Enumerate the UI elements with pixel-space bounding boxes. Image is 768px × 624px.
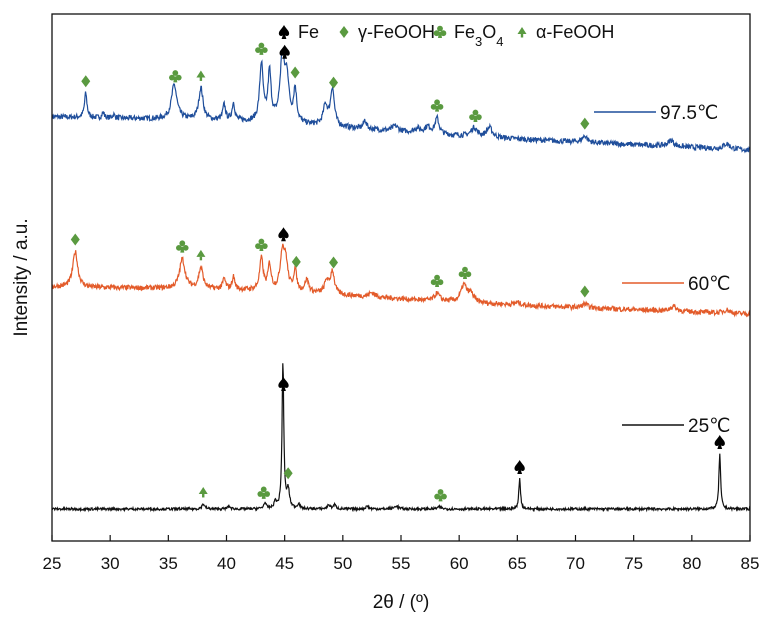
spade-peak-marker [714,434,725,449]
series-layer [51,48,751,513]
series-label: 60℃ [688,274,730,295]
x-tick-label: 60 [450,554,469,573]
series-line [51,48,751,154]
club-peak-marker [175,240,189,253]
spade-peak-marker [278,376,289,391]
legend: Fe γ-FeOOH Fe3O4 α-FeOOH [278,22,614,49]
legend-spade-icon [278,25,290,39]
x-tick-label: 55 [392,554,411,573]
x-tick-label: 80 [682,554,701,573]
club-peak-marker [430,99,444,112]
diamond-peak-marker [291,255,301,268]
legend-triangle-icon [517,27,527,38]
club-peak-marker [469,109,482,122]
club-peak-marker [430,274,444,287]
series-line [51,243,751,318]
legend-club-icon [433,25,447,38]
x-axis-title: 2θ / (º) [373,592,430,613]
x-tick-label: 65 [508,554,527,573]
diamond-peak-marker [70,233,80,246]
x-tick-label: 70 [566,554,585,573]
club-peak-marker [255,238,268,251]
diamond-peak-marker [290,66,300,79]
triangle-peak-marker [198,486,208,498]
diamond-peak-marker [580,117,590,130]
x-tick-label: 50 [333,554,352,573]
x-tick-label: 45 [275,554,294,573]
x-tick-label: 30 [101,554,120,573]
club-peak-marker [169,70,182,83]
peak-markers [70,42,725,502]
diamond-peak-marker [580,285,590,298]
plot-frame [51,13,751,542]
club-peak-marker [434,489,447,502]
x-tick-label: 85 [741,554,760,573]
legend-entry-0: Fe [298,22,319,42]
triangle-peak-marker [196,70,206,81]
club-peak-marker [458,266,472,280]
spade-peak-marker [279,44,290,59]
series-labels: 97.5℃ 60℃ 25℃ [594,103,730,437]
legend-entry-1: γ-FeOOH [358,22,435,42]
x-tick-label: 75 [624,554,643,573]
legend-entry-3: α-FeOOH [536,22,614,42]
x-tick-label: 35 [159,554,178,573]
triangle-peak-marker [196,249,206,261]
axes: 25 30 35 40 45 50 55 60 65 70 75 80 85 [43,13,760,573]
x-tick-label: 25 [43,554,62,573]
club-peak-marker [255,42,268,55]
legend-diamond-icon [339,26,349,38]
series-label: 25℃ [688,416,730,437]
legend-entry-2: Fe3O4 [454,22,504,49]
diamond-peak-marker [283,467,293,480]
spade-peak-marker [514,459,525,474]
series-line [51,363,751,513]
series-label: 97.5℃ [660,103,718,124]
y-axis-title: Intensity / a.u. [11,218,32,336]
diamond-peak-marker [329,256,339,269]
spade-peak-marker [278,227,289,242]
x-tick-label: 40 [217,554,236,573]
club-peak-marker [257,486,271,499]
diamond-peak-marker [329,76,339,89]
diamond-peak-marker [81,75,91,88]
